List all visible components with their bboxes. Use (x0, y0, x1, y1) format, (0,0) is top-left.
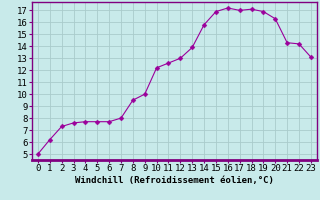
X-axis label: Windchill (Refroidissement éolien,°C): Windchill (Refroidissement éolien,°C) (75, 176, 274, 185)
